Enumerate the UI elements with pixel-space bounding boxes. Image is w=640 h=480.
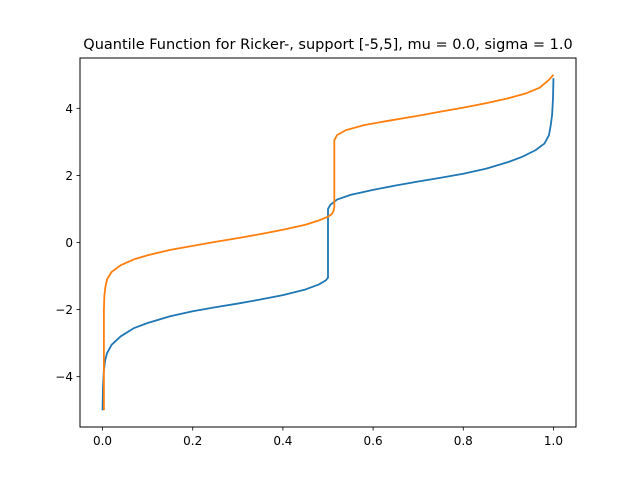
y-tick-label: −4 [55,370,73,384]
x-tick-label: 0.0 [93,434,112,448]
y-tick-label: 4 [65,102,73,116]
y-tick-label: 0 [65,236,73,250]
chart-title: Quantile Function for Ricker-, support [… [83,37,572,53]
x-tick-label: 0.2 [183,434,202,448]
y-tick-label: 2 [65,169,73,183]
series-line-2 [103,74,555,411]
x-tick-label: 0.6 [364,434,383,448]
series-line-1 [101,78,555,411]
x-tick-label: 0.4 [273,434,292,448]
tick-layer: 0.0 0.2 0.4 0.6 0.8 1.0 −4 −2 0 2 4 [55,102,563,448]
y-tick-label: −2 [55,303,73,317]
series-layer [101,74,555,411]
plot-area-frame [79,57,577,428]
x-tick-label: 0.8 [454,434,473,448]
x-tick-label: 1.0 [544,434,563,448]
